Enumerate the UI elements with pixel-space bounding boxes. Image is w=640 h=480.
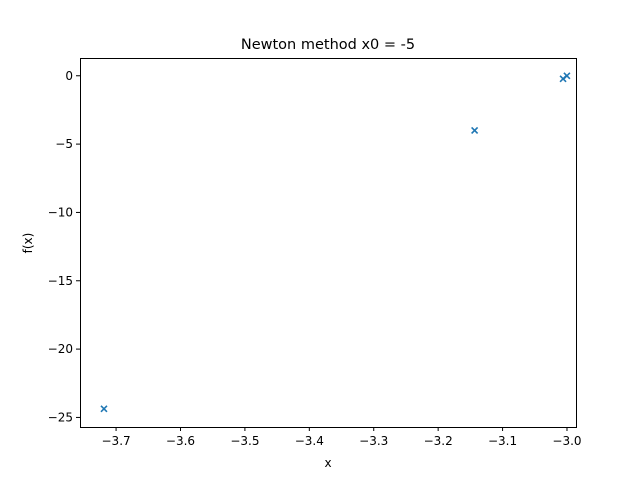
y-tick-label: −10 [48, 205, 73, 219]
x-tick-label: −3.5 [230, 434, 259, 448]
y-axis-label: f(x) [21, 233, 35, 254]
x-tick-label: −3.7 [102, 434, 131, 448]
y-tick-label: −20 [48, 342, 73, 356]
y-tick-label: 0 [65, 69, 73, 83]
data-point [100, 405, 108, 413]
x-axis-label: x [324, 456, 331, 470]
x-tick-label: −3.6 [166, 434, 195, 448]
plot-area-frame [80, 58, 577, 428]
y-tick-label: −5 [55, 137, 73, 151]
x-tick-label: −3.4 [295, 434, 324, 448]
x-tick-label: −3.0 [552, 434, 581, 448]
x-axis: −3.7 −3.6 −3.5 −3.4 −3.3 −3.2 −3.1 −3.0 [102, 427, 582, 448]
x-tick-label: −3.1 [488, 434, 517, 448]
y-tick-label: −25 [48, 410, 73, 424]
chart-title: Newton method x0 = -5 [241, 37, 415, 53]
data-series [100, 72, 571, 413]
y-axis: 0 −5 −10 −15 −20 −25 [48, 69, 80, 424]
x-tick-label: −3.2 [424, 434, 453, 448]
y-tick-label: −15 [48, 274, 73, 288]
data-point [563, 72, 571, 80]
data-point [471, 126, 479, 134]
x-tick-label: −3.3 [359, 434, 388, 448]
